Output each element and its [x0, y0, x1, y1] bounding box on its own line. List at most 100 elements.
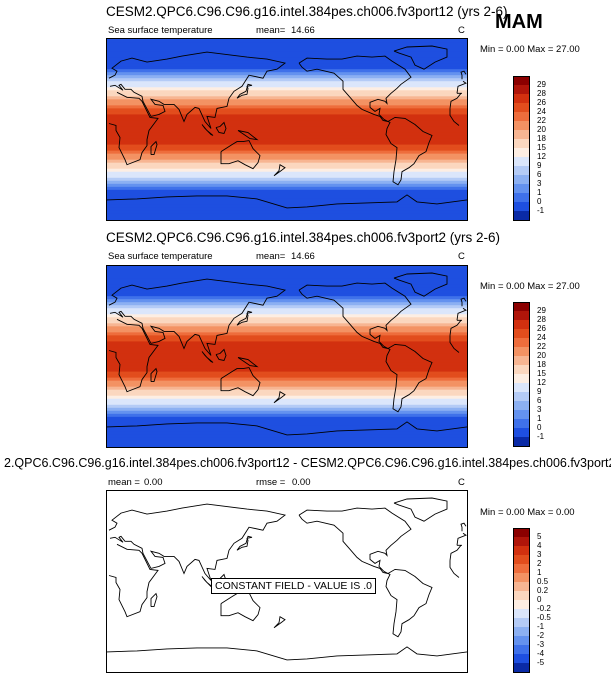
coastline — [108, 278, 287, 356]
colorbar-swatch — [513, 419, 530, 429]
colorbar-tick-label: 0 — [537, 197, 542, 206]
colorbar-tick-label: -3 — [537, 640, 545, 649]
sst-band — [107, 195, 467, 200]
colorbar-tick-label: 24 — [537, 333, 546, 342]
panel-3-minmax: Min = 0.00 Max = 0.00 — [480, 507, 575, 518]
sst-band — [107, 353, 467, 358]
coastline — [236, 535, 253, 551]
coastline — [460, 297, 467, 307]
coastline — [385, 116, 433, 186]
colorbar-tick-label: -1 — [537, 206, 545, 215]
coastline — [150, 367, 158, 383]
sst-band — [107, 383, 467, 388]
sst-band — [107, 183, 467, 188]
sst-band — [107, 207, 467, 212]
sst-band — [107, 63, 467, 67]
sst-band — [107, 344, 467, 349]
sst-band — [107, 401, 467, 406]
colorbar-swatch — [513, 564, 530, 574]
sst-band — [107, 386, 467, 391]
coastline — [215, 348, 227, 362]
sst-band — [107, 332, 467, 336]
coastline — [298, 55, 412, 122]
colorbar-swatch — [513, 211, 530, 221]
colorbar-tick-label: 9 — [537, 161, 542, 170]
colorbar-tick-label: 3 — [537, 405, 542, 414]
sst-band — [107, 84, 467, 88]
sst-band — [107, 114, 467, 119]
colorbar-tick-label: 12 — [537, 152, 546, 161]
sst-band — [107, 329, 467, 333]
sst-band — [107, 443, 467, 447]
panel-3-title: 2.QPC6.C96.C96.g16.intel.384pes.ch006.fv… — [4, 456, 611, 470]
sst-band — [107, 72, 467, 76]
colorbar-swatch — [513, 410, 530, 420]
panel-1-map — [106, 38, 468, 221]
panel-3-rmse-value: 0.00 — [292, 477, 311, 488]
sst-band — [107, 389, 467, 394]
colorbar-swatch — [513, 365, 530, 375]
sst-band — [107, 45, 467, 49]
colorbar-tick-label: 0.5 — [537, 577, 549, 586]
colorbar-tick-label: 0.2 — [537, 586, 549, 595]
colorbar-swatch — [513, 654, 530, 664]
sst-band — [107, 362, 467, 367]
colorbar-swatch — [513, 139, 530, 149]
panel-3-mean-label: mean = — [108, 477, 140, 488]
colorbar-swatch — [513, 437, 530, 447]
colorbar-swatch — [513, 166, 530, 176]
colorbar-tick-label: 20 — [537, 125, 546, 134]
colorbar-tick-label: 6 — [537, 396, 542, 405]
panel-1-title: CESM2.QPC6.C96.C96.g16.intel.384pes.ch00… — [106, 4, 508, 19]
sst-band — [107, 338, 467, 343]
colorbar-swatch — [513, 148, 530, 158]
sst-band — [107, 323, 467, 327]
coastline — [460, 522, 467, 532]
colorbar-swatch — [513, 600, 530, 610]
colorbar-tick-label: 0 — [537, 423, 542, 432]
colorbar-swatch — [513, 374, 530, 384]
panel-2-mean-value: 14.66 — [291, 251, 315, 262]
panel-3-mean-value: 0.00 — [144, 477, 163, 488]
sst-band — [107, 168, 467, 173]
sst-band — [107, 102, 467, 106]
sst-band — [107, 290, 467, 294]
panel-2-units: C — [458, 251, 465, 262]
colorbar-tick-label: 0 — [537, 595, 542, 604]
sst-band — [107, 78, 467, 82]
sst-band — [107, 117, 467, 122]
sst-band — [107, 314, 467, 318]
sst-band — [107, 156, 467, 161]
panel-2-title: CESM2.QPC6.C96.C96.g16.intel.384pes.ch00… — [106, 230, 500, 245]
colorbar-swatch — [513, 193, 530, 203]
sst-band — [107, 216, 467, 220]
colorbar-tick-label: -4 — [537, 649, 545, 658]
sst-band — [107, 81, 467, 85]
colorbar-swatch — [513, 121, 530, 131]
colorbar-tick-label: 6 — [537, 170, 542, 179]
panel-3-colorbar: 5 4 3 2 1 0.5 0.2 0 -0.2 -0.5 -1 -2 -3 -4 -5 — [513, 528, 563, 673]
panel-2-mean-label: mean= — [256, 251, 286, 262]
sst-band — [107, 129, 467, 134]
coastline — [201, 351, 214, 363]
panel-2-map — [106, 265, 468, 448]
colorbar-tick-label: -2 — [537, 631, 545, 640]
sst-band — [107, 132, 467, 137]
sst-band — [107, 311, 467, 315]
colorbar-swatch — [513, 609, 530, 619]
colorbar-swatch — [513, 85, 530, 95]
colorbar-tick-label: 29 — [537, 80, 546, 89]
colorbar-swatch — [513, 663, 530, 673]
sst-band — [107, 272, 467, 276]
sst-band — [107, 186, 467, 191]
sst-band — [107, 150, 467, 155]
sst-band — [107, 162, 467, 167]
colorbar-swatch — [513, 618, 530, 628]
sst-band — [107, 410, 467, 415]
sst-band — [107, 204, 467, 209]
panel-1-colorbar: 29 28 26 24 22 20 18 15 12 9 6 3 1 0 -1 — [513, 76, 563, 221]
sst-band — [107, 335, 467, 339]
sst-band — [107, 416, 467, 421]
sst-band — [107, 105, 467, 109]
sst-band — [107, 374, 467, 379]
